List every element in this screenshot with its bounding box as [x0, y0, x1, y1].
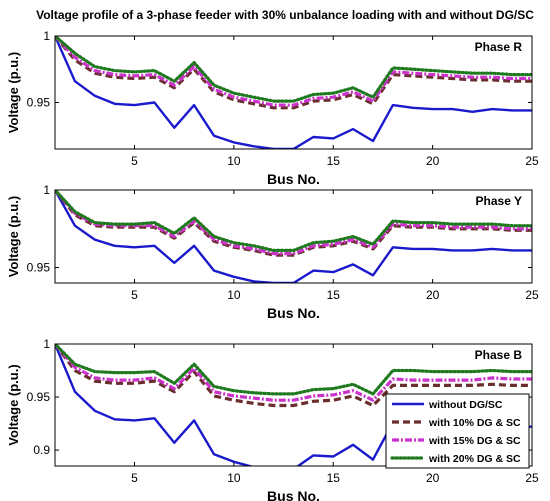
series-group — [55, 36, 532, 149]
legend: without DG/SC with 10% DG & SC with 15% DG… — [385, 393, 530, 469]
y-tick-label: 0.9 — [33, 443, 50, 457]
x-tick-label: 25 — [525, 471, 539, 485]
x-tick-label: 20 — [426, 471, 440, 485]
y-axis-label: Voltage (p.u.) — [6, 364, 21, 445]
x-tick-label: 15 — [327, 154, 341, 168]
y-tick-label: 1 — [43, 337, 50, 351]
legend-box — [385, 393, 530, 469]
series-line-3 — [55, 36, 532, 107]
y-axis-label: Voltage (p.u.) — [6, 196, 21, 277]
x-tick-label: 20 — [426, 288, 440, 302]
y-tick-label: 0.95 — [27, 390, 51, 404]
x-tick-label: 5 — [131, 154, 138, 168]
legend-label-1: without DG/SC — [428, 399, 503, 411]
chart-panel-1: 5 10 15 20 25 0.95 1 Phase R Bus No. Voltage (p.u… — [6, 29, 539, 187]
x-axis-label: Bus No. — [267, 171, 320, 187]
series-line-2 — [55, 36, 532, 110]
legend-label-3: with 15% DG & SC — [428, 435, 521, 447]
x-tick-label: 10 — [227, 288, 241, 302]
series-line-3 — [55, 344, 532, 402]
x-tick-label: 5 — [131, 288, 138, 302]
series-line-1 — [55, 36, 532, 149]
panel-title: Phase R — [475, 40, 523, 54]
x-tick-label: 15 — [327, 288, 341, 302]
panel-title: Phase Y — [476, 194, 522, 208]
chart-panel-3: 5 10 15 20 25 0.9 0.95 1 Phase B Bus No. Voltage (… — [6, 337, 539, 501]
series-line-4 — [55, 344, 532, 396]
y-tick-label: 1 — [43, 183, 50, 197]
x-tick-label: 5 — [131, 471, 138, 485]
x-axis-label: Bus No. — [267, 305, 320, 321]
series-line-1 — [55, 190, 532, 283]
axes-frame — [54, 35, 533, 150]
x-tick-label: 10 — [227, 154, 241, 168]
x-tick-label: 10 — [227, 471, 241, 485]
legend-label-2: with 10% DG & SC — [428, 417, 521, 429]
y-tick-label: 0.95 — [27, 95, 51, 109]
series-line-2 — [55, 344, 532, 408]
axes-frame — [54, 343, 533, 467]
series-line-4 — [55, 190, 532, 252]
x-tick-label: 25 — [525, 154, 539, 168]
x-tick-label: 15 — [327, 471, 341, 485]
chart-panel-2: 5 10 15 20 25 0.95 1 Phase Y Bus No. Voltage (p.u… — [6, 183, 539, 321]
x-tick-label: 25 — [525, 288, 539, 302]
series-line-3 — [55, 190, 532, 256]
axes-frame — [54, 189, 533, 284]
y-tick-label: 1 — [43, 29, 50, 43]
x-axis-label: Bus No. — [267, 488, 320, 501]
series-group — [55, 190, 532, 283]
panel-title: Phase B — [475, 348, 523, 362]
series-line-4 — [55, 36, 532, 103]
figure-title: Voltage profile of a 3-phase feeder with… — [36, 8, 534, 22]
y-tick-label: 0.95 — [27, 261, 51, 275]
legend-label-4: with 20% DG & SC — [428, 453, 521, 465]
y-axis-label: Voltage (p.u.) — [6, 52, 21, 133]
x-tick-label: 20 — [426, 154, 440, 168]
